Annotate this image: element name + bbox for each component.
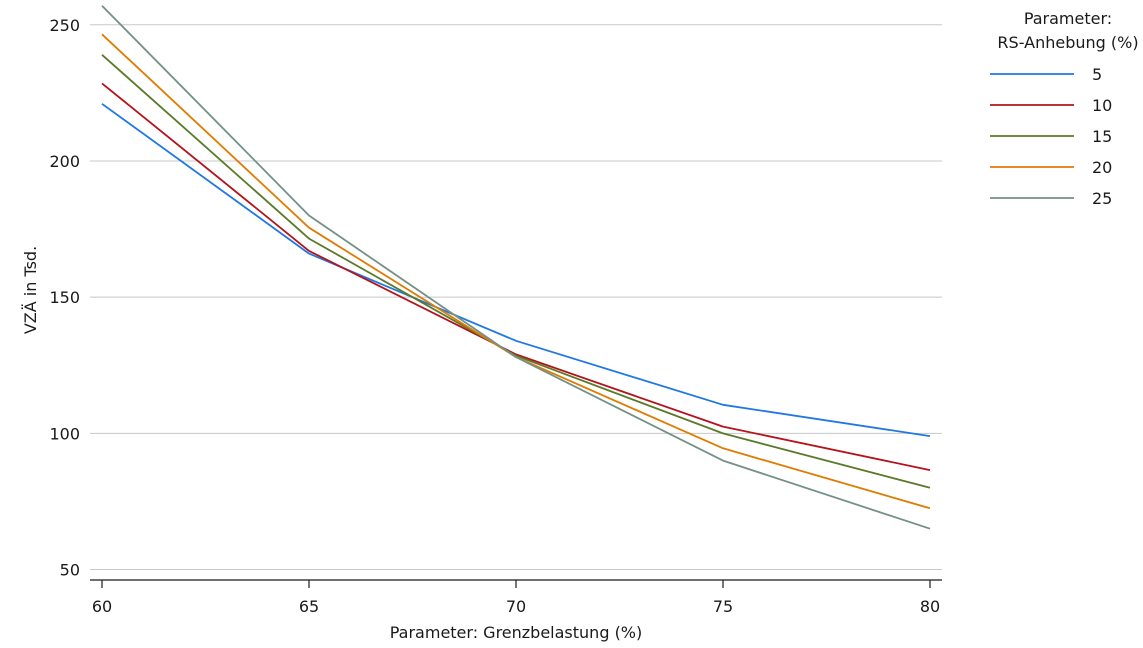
legend-label-20: 20: [1092, 158, 1112, 177]
grid-lines: [90, 24, 942, 571]
x-tick-label: 60: [92, 597, 112, 616]
legend-label-25: 25: [1092, 189, 1112, 208]
y-axis-title: VZÄ in Tsd.: [21, 246, 40, 334]
series-line-10: [101, 82, 931, 471]
axes: 50 100 150 200 250 60 65 70 75 80: [49, 16, 942, 616]
legend-label-5: 5: [1092, 65, 1102, 84]
series-line-15: [101, 54, 931, 489]
legend-label-10: 10: [1092, 96, 1112, 115]
series-lines: [101, 5, 931, 530]
legend: Parameter: RS-Anhebung (%) 5 10 15 20 25: [990, 9, 1139, 208]
series-line-25: [101, 5, 931, 530]
series-line-20: [101, 33, 931, 510]
legend-label-15: 15: [1092, 127, 1112, 146]
series-line-5: [101, 103, 931, 437]
x-tick-label: 65: [299, 597, 319, 616]
x-axis-title: Parameter: Grenzbelastung (%): [390, 623, 643, 642]
x-tick-label: 70: [506, 597, 526, 616]
legend-title-line-2: RS-Anhebung (%): [997, 33, 1138, 52]
x-tick-label: 80: [920, 597, 940, 616]
y-tick-label: 100: [49, 424, 80, 443]
y-tick-label: 50: [60, 561, 80, 580]
y-tick-label: 250: [49, 16, 80, 35]
y-tick-label: 150: [49, 288, 80, 307]
legend-title-line-1: Parameter:: [1024, 9, 1112, 28]
y-tick-label: 200: [49, 152, 80, 171]
x-tick-label: 75: [713, 597, 733, 616]
